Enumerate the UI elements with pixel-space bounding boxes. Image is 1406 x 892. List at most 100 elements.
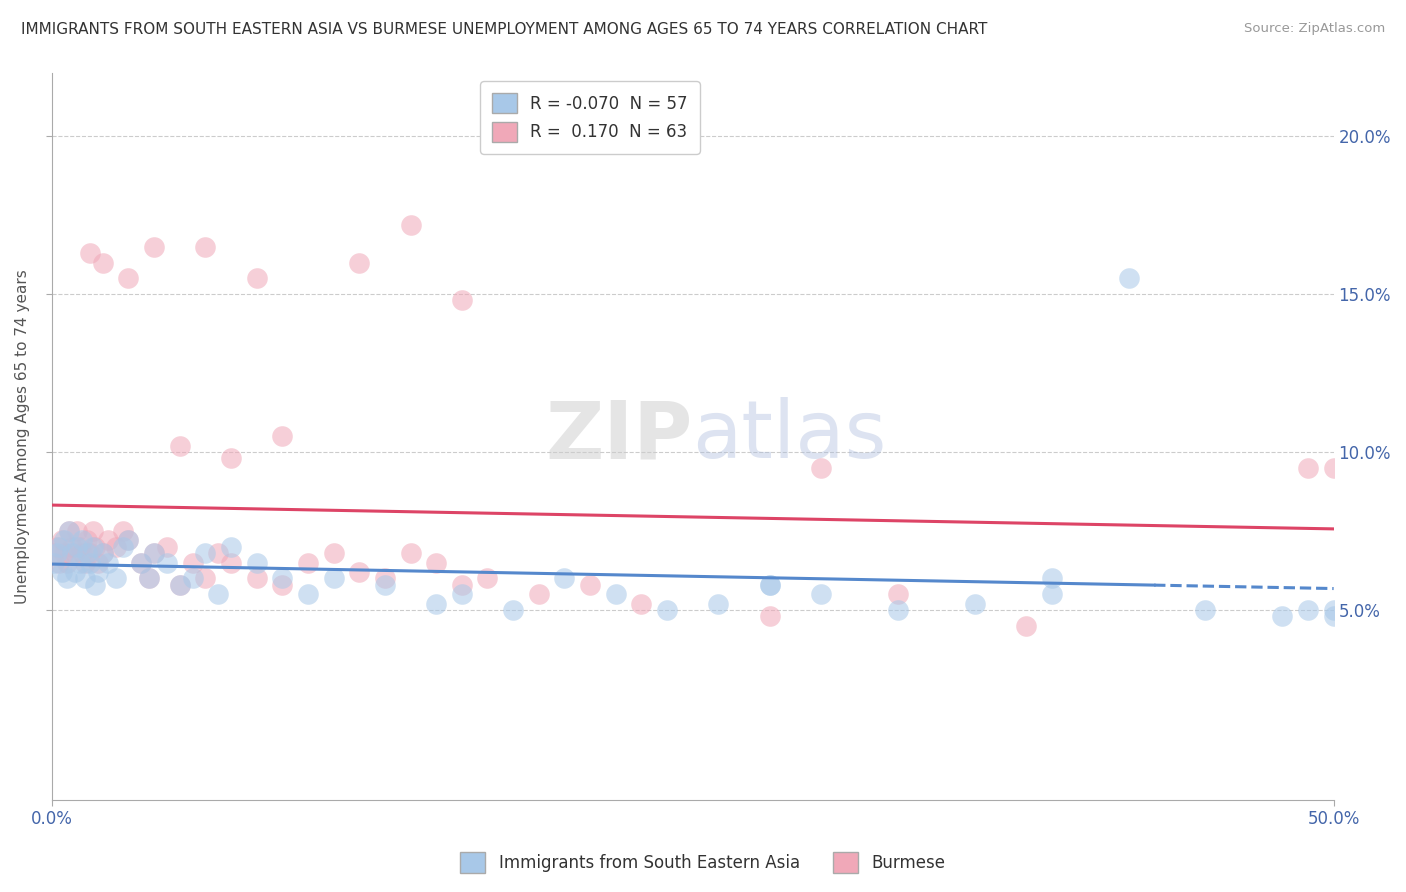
Point	[129, 556, 152, 570]
Point	[91, 546, 114, 560]
Point	[322, 546, 344, 560]
Point	[1015, 619, 1038, 633]
Point	[219, 540, 242, 554]
Point	[579, 578, 602, 592]
Point	[129, 556, 152, 570]
Text: IMMIGRANTS FROM SOUTH EASTERN ASIA VS BURMESE UNEMPLOYMENT AMONG AGES 65 TO 74 Y: IMMIGRANTS FROM SOUTH EASTERN ASIA VS BU…	[21, 22, 987, 37]
Point	[45, 540, 67, 554]
Point	[207, 546, 229, 560]
Point	[758, 578, 780, 592]
Point	[51, 533, 73, 548]
Point	[169, 439, 191, 453]
Point	[79, 556, 101, 570]
Point	[112, 540, 135, 554]
Point	[117, 271, 139, 285]
Point	[1194, 603, 1216, 617]
Point	[112, 524, 135, 538]
Point	[246, 271, 269, 285]
Point	[53, 546, 76, 560]
Point	[886, 587, 908, 601]
Text: atlas: atlas	[693, 397, 887, 475]
Point	[82, 540, 104, 554]
Point	[1271, 609, 1294, 624]
Point	[73, 571, 96, 585]
Point	[477, 571, 499, 585]
Point	[194, 571, 217, 585]
Point	[86, 565, 108, 579]
Point	[169, 578, 191, 592]
Point	[349, 565, 371, 579]
Point	[349, 255, 371, 269]
Legend: Immigrants from South Eastern Asia, Burmese: Immigrants from South Eastern Asia, Burm…	[454, 846, 952, 880]
Point	[84, 540, 107, 554]
Point	[322, 571, 344, 585]
Point	[73, 556, 96, 570]
Point	[1323, 609, 1346, 624]
Point	[53, 533, 76, 548]
Point	[138, 571, 160, 585]
Point	[1040, 571, 1063, 585]
Point	[219, 556, 242, 570]
Point	[207, 587, 229, 601]
Point	[1296, 460, 1319, 475]
Point	[104, 540, 127, 554]
Point	[79, 546, 101, 560]
Point	[91, 546, 114, 560]
Point	[56, 556, 79, 570]
Point	[143, 546, 166, 560]
Point	[297, 556, 319, 570]
Point	[79, 246, 101, 260]
Point	[91, 255, 114, 269]
Point	[48, 556, 70, 570]
Point	[117, 533, 139, 548]
Point	[374, 571, 396, 585]
Point	[60, 546, 83, 560]
Point	[1040, 587, 1063, 601]
Point	[45, 546, 67, 560]
Point	[42, 546, 65, 560]
Point	[271, 429, 294, 443]
Point	[758, 578, 780, 592]
Point	[246, 556, 269, 570]
Point	[72, 533, 94, 548]
Point	[886, 603, 908, 617]
Point	[69, 540, 91, 554]
Point	[527, 587, 550, 601]
Point	[425, 556, 447, 570]
Point	[810, 587, 832, 601]
Point	[104, 571, 127, 585]
Point	[297, 587, 319, 601]
Point	[181, 571, 204, 585]
Point	[143, 546, 166, 560]
Point	[169, 578, 191, 592]
Point	[246, 571, 269, 585]
Point	[605, 587, 627, 601]
Point	[97, 556, 120, 570]
Point	[66, 540, 89, 554]
Point	[117, 533, 139, 548]
Point	[1323, 603, 1346, 617]
Point	[58, 524, 80, 538]
Point	[69, 556, 91, 570]
Point	[450, 293, 472, 308]
Point	[810, 460, 832, 475]
Point	[48, 540, 70, 554]
Point	[1323, 460, 1346, 475]
Text: Source: ZipAtlas.com: Source: ZipAtlas.com	[1244, 22, 1385, 36]
Point	[72, 546, 94, 560]
Point	[143, 240, 166, 254]
Point	[66, 524, 89, 538]
Point	[76, 533, 98, 548]
Point	[219, 451, 242, 466]
Point	[450, 587, 472, 601]
Point	[271, 571, 294, 585]
Point	[97, 533, 120, 548]
Point	[194, 240, 217, 254]
Point	[374, 578, 396, 592]
Point	[963, 597, 986, 611]
Point	[425, 597, 447, 611]
Point	[76, 546, 98, 560]
Point	[630, 597, 652, 611]
Point	[707, 597, 730, 611]
Point	[51, 565, 73, 579]
